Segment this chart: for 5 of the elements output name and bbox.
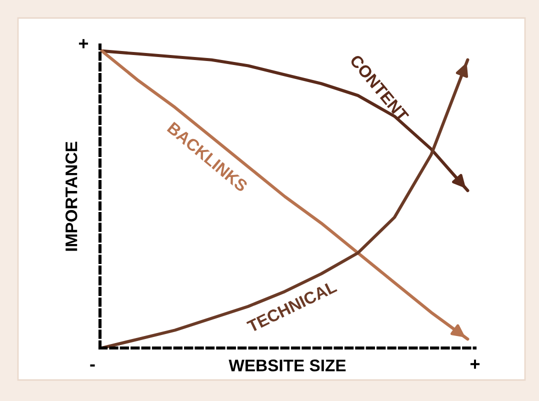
- x-axis-title: WEBSITE SIZE: [228, 360, 346, 372]
- text: +: [78, 39, 88, 48]
- y-axis-title: IMPORTANCE: [65, 142, 78, 251]
- text: +: [470, 360, 480, 369]
- text: -: [90, 364, 95, 367]
